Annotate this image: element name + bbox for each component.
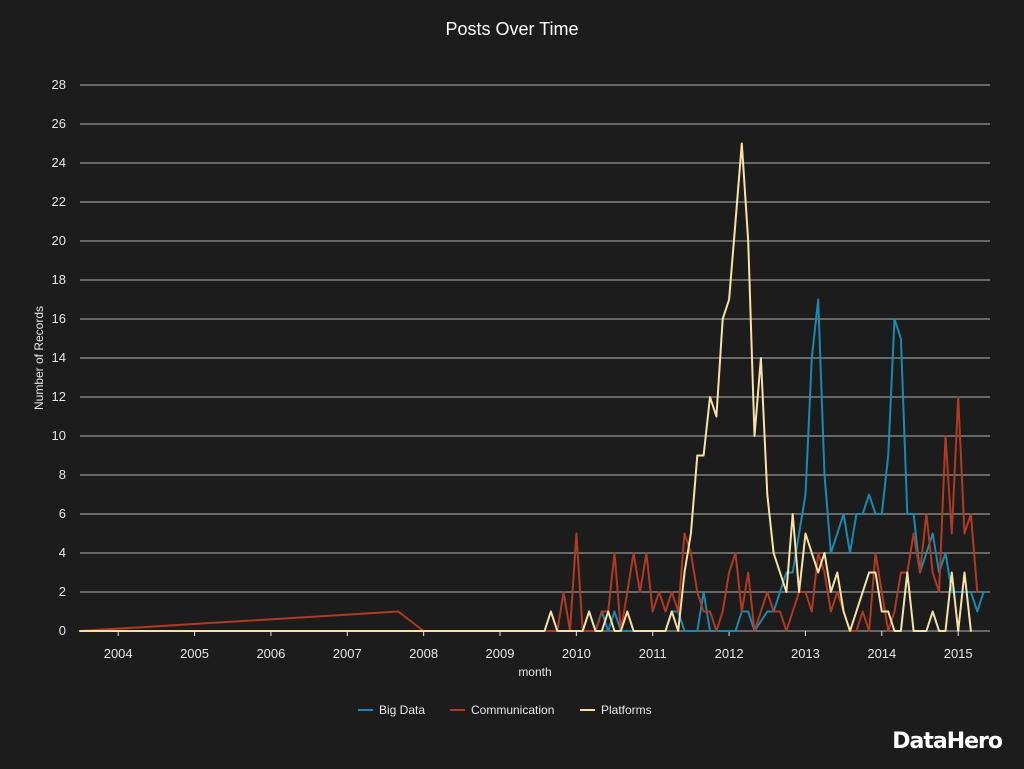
legend-item-communication[interactable]: Communication	[450, 703, 554, 717]
x-tick-label: 2010	[562, 646, 591, 661]
y-tick-label: 28	[52, 77, 66, 92]
y-tick-label: 16	[52, 311, 66, 326]
x-tick-label: 2015	[944, 646, 973, 661]
grid-lines	[80, 84, 990, 632]
legend-label: Communication	[471, 703, 554, 717]
y-tick-label: 12	[52, 389, 66, 404]
x-axis-label: month	[518, 665, 551, 679]
series-line-communication	[79, 396, 979, 632]
x-axis-ticks: 2004 2005 2006 2007 2008 2009 2010 2011 2012 2013…	[104, 631, 973, 661]
y-tick-label: 4	[59, 545, 66, 560]
y-tick-label: 14	[52, 350, 66, 365]
y-axis-label: Number of Records	[32, 306, 46, 410]
x-tick-label: 2013	[791, 646, 820, 661]
series-lines	[79, 142, 985, 632]
y-tick-label: 18	[52, 272, 66, 287]
x-tick-label: 2007	[333, 646, 362, 661]
x-tick-label: 2012	[715, 646, 744, 661]
chart-title: Posts Over Time	[445, 19, 578, 39]
y-tick-label: 8	[59, 467, 66, 482]
series-line-big-data	[79, 298, 985, 632]
x-tick-label: 2006	[256, 646, 285, 661]
y-tick-label: 2	[59, 584, 66, 599]
y-tick-label: 0	[59, 623, 66, 638]
legend: Big Data Communication Platforms	[358, 703, 652, 717]
legend-label: Platforms	[601, 703, 652, 717]
x-tick-label: 2009	[486, 646, 515, 661]
datahero-logo: DataHero	[892, 729, 1003, 754]
legend-label: Big Data	[379, 703, 425, 717]
legend-item-big-data[interactable]: Big Data	[358, 703, 425, 717]
y-tick-label: 22	[52, 194, 66, 209]
x-tick-label: 2005	[180, 646, 209, 661]
x-tick-label: 2008	[409, 646, 438, 661]
legend-item-platforms[interactable]: Platforms	[580, 703, 652, 717]
series-line-platforms	[79, 142, 972, 632]
y-tick-label: 20	[52, 233, 66, 248]
x-tick-label: 2011	[639, 646, 667, 661]
y-tick-label: 10	[52, 428, 66, 443]
x-tick-label: 2014	[867, 646, 896, 661]
y-tick-label: 26	[52, 116, 66, 131]
x-tick-label: 2004	[104, 646, 133, 661]
y-tick-label: 6	[59, 506, 66, 521]
y-tick-label: 24	[52, 155, 66, 170]
